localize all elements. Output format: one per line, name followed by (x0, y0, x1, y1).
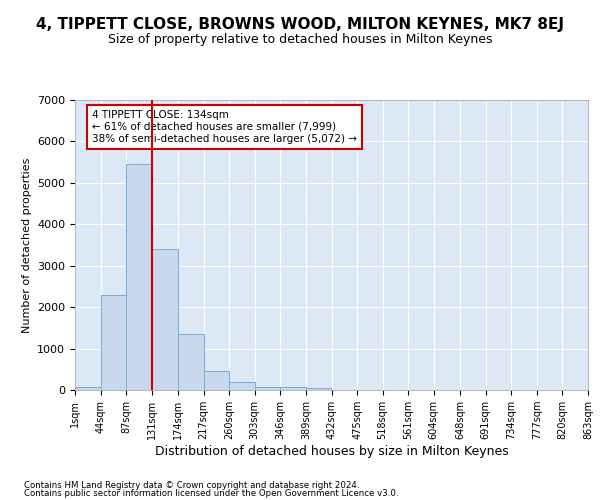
Bar (255, 386, 280, 390)
X-axis label: Distribution of detached houses by size in Milton Keynes: Distribution of detached houses by size … (155, 445, 508, 458)
Bar (229, 382, 255, 390)
Text: Size of property relative to detached houses in Milton Keynes: Size of property relative to detached ho… (108, 32, 492, 46)
Bar (203, 370, 229, 390)
Bar (306, 388, 331, 390)
Bar (101, 294, 126, 390)
Y-axis label: Number of detached properties: Number of detached properties (22, 158, 32, 332)
Bar (75, 386, 101, 390)
Bar (280, 386, 306, 390)
Text: Contains public sector information licensed under the Open Government Licence v3: Contains public sector information licen… (24, 489, 398, 498)
Text: 4, TIPPETT CLOSE, BROWNS WOOD, MILTON KEYNES, MK7 8EJ: 4, TIPPETT CLOSE, BROWNS WOOD, MILTON KE… (36, 18, 564, 32)
Bar (178, 334, 203, 390)
Bar (126, 164, 152, 390)
Text: 4 TIPPETT CLOSE: 134sqm
← 61% of detached houses are smaller (7,999)
38% of semi: 4 TIPPETT CLOSE: 134sqm ← 61% of detache… (92, 110, 357, 144)
Text: Contains HM Land Registry data © Crown copyright and database right 2024.: Contains HM Land Registry data © Crown c… (24, 480, 359, 490)
Bar (152, 249, 178, 390)
